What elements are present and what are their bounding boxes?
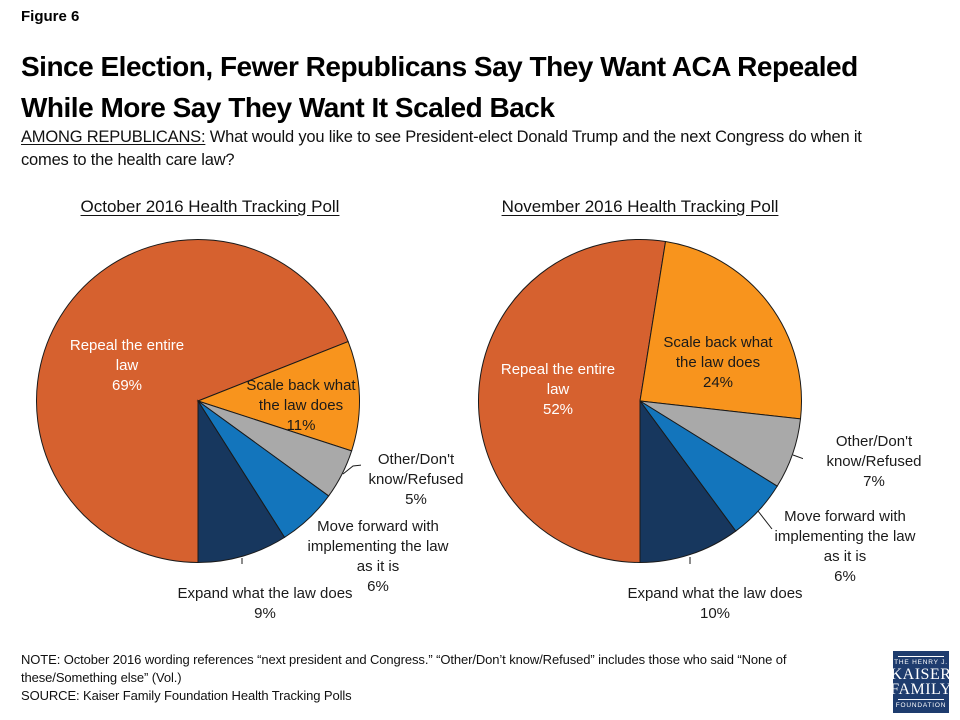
pie-title-november: November 2016 Health Tracking Poll bbox=[501, 197, 779, 216]
slice-label-pct: 11% bbox=[286, 417, 316, 434]
footnotes: NOTE: October 2016 wording references “n… bbox=[21, 651, 876, 705]
page-title-line-1: Since Election, Fewer Republicans Say Th… bbox=[21, 51, 858, 82]
slice-label-pct: 69% bbox=[111, 377, 143, 394]
slice-label-pct: 24% bbox=[702, 374, 734, 391]
slice-label-other-october: Other/Don't know/Refused 5% bbox=[361, 450, 471, 510]
pie-slice-scale-back bbox=[196, 340, 361, 452]
survey-question: AMONG REPUBLICANS: What would you like t… bbox=[21, 126, 891, 172]
logo-line-family: FAMILY bbox=[890, 681, 952, 698]
slice-label-move-forward-october: Move forward with implementing the law a… bbox=[298, 517, 458, 597]
leader-line-move-forward-november bbox=[757, 510, 773, 530]
survey-question-text: What would you like to see President-ele… bbox=[21, 128, 862, 169]
slice-label-repeal-november: Repeal the entire law 52% bbox=[495, 360, 621, 420]
slice-label-move-forward-november: Move forward with implementing the law a… bbox=[765, 507, 925, 587]
slice-label-text: Other/Don't know/Refused bbox=[368, 451, 464, 488]
slice-label-text: Expand what the law does bbox=[177, 585, 353, 602]
slice-label-pct: 10% bbox=[699, 605, 731, 622]
pie-chart-november bbox=[478, 239, 803, 564]
pie-slice-repeal bbox=[36, 239, 349, 564]
slice-label-pct: 9% bbox=[254, 605, 276, 622]
slice-label-text: Expand what the law does bbox=[627, 585, 803, 602]
slice-label-pct: 6% bbox=[367, 578, 389, 595]
source-text: SOURCE: Kaiser Family Foundation Health … bbox=[21, 688, 352, 703]
logo-line-henry-j: THE HENRY J. bbox=[894, 659, 948, 666]
slice-label-text: Scale back what the law does bbox=[663, 334, 773, 371]
page-title-line-2: While More Say They Want It Scaled Back bbox=[21, 92, 555, 123]
slice-label-repeal-october: Repeal the entire law 69% bbox=[64, 336, 190, 396]
logo-rule-top bbox=[898, 656, 944, 657]
slice-label-scale-back-november: Scale back what the law does 24% bbox=[655, 333, 781, 393]
slice-label-expand-november: Expand what the law does 10% bbox=[620, 584, 810, 624]
pie-slice-scale-back bbox=[639, 240, 802, 420]
pie-slice-repeal bbox=[478, 239, 667, 564]
logo-line-kaiser: KAISER bbox=[890, 666, 952, 683]
logo-rule-bottom bbox=[898, 699, 944, 700]
slice-label-text: Repeal the entire law bbox=[500, 361, 616, 398]
kaiser-family-foundation-logo: THE HENRY J. KAISER FAMILY FOUNDATION bbox=[890, 651, 952, 713]
slice-label-text: Repeal the entire law bbox=[69, 337, 185, 374]
slice-label-text: Scale back what the law does bbox=[246, 377, 356, 414]
slice-label-expand-october: Expand what the law does 9% bbox=[170, 584, 360, 624]
slice-label-text: Move forward with implementing the law a… bbox=[307, 518, 449, 575]
slice-label-pct: 52% bbox=[542, 401, 574, 418]
pie-chart-october bbox=[36, 239, 361, 564]
pie-slice-expand bbox=[197, 399, 286, 564]
pie-slice-expand bbox=[639, 399, 737, 564]
pie-title-october: October 2016 Health Tracking Poll bbox=[80, 197, 340, 216]
slice-label-pct: 6% bbox=[834, 568, 856, 585]
logo-line-foundation: FOUNDATION bbox=[895, 702, 947, 709]
slice-label-pct: 5% bbox=[405, 491, 427, 508]
figure-number-label: Figure 6 bbox=[21, 8, 80, 25]
slice-label-other-november: Other/Don't know/Refused 7% bbox=[819, 432, 929, 492]
slice-label-pct: 7% bbox=[863, 473, 885, 490]
slice-label-text: Other/Don't know/Refused bbox=[826, 433, 922, 470]
note-text: NOTE: October 2016 wording references “n… bbox=[21, 652, 787, 685]
page-title: Since Election, Fewer Republicans Say Th… bbox=[21, 46, 941, 128]
survey-question-prefix: AMONG REPUBLICANS: bbox=[21, 128, 206, 146]
slice-label-scale-back-october: Scale back what the law does 11% bbox=[238, 376, 364, 436]
leader-line-other-november bbox=[792, 454, 803, 460]
leader-line-other-october bbox=[342, 464, 361, 475]
slice-label-text: Move forward with implementing the law a… bbox=[774, 508, 916, 565]
